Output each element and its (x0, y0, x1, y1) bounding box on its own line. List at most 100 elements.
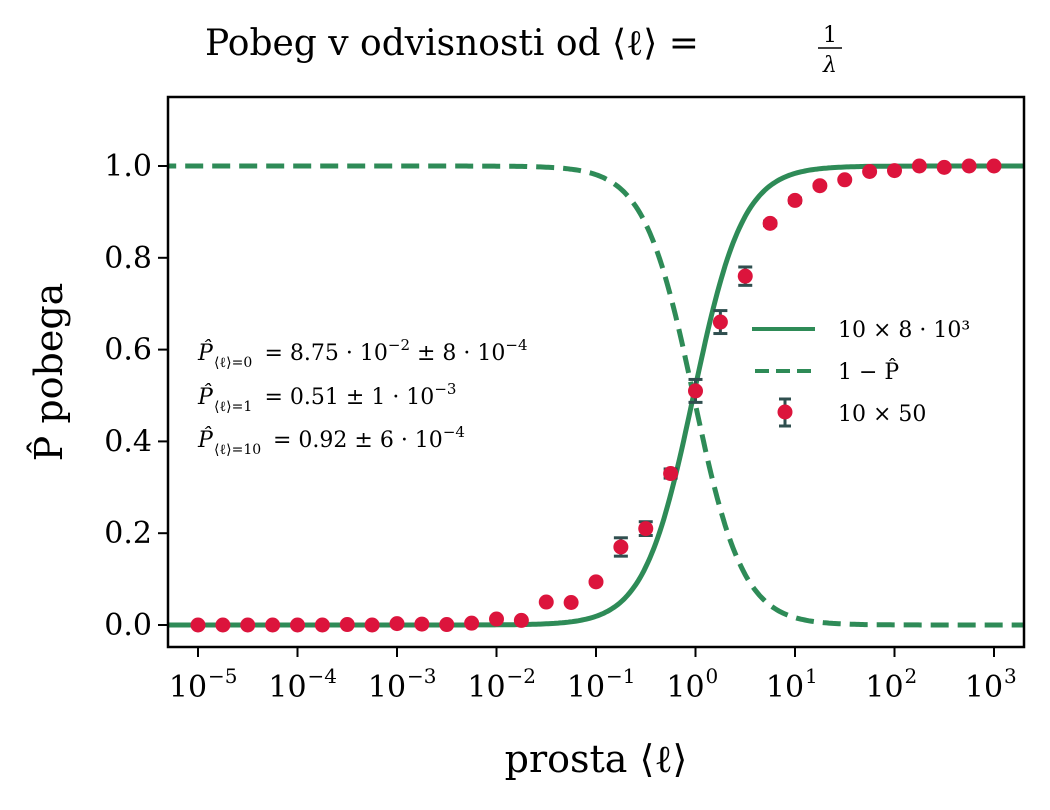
title-text: Pobeg v odvisnosti od ⟨ℓ⟩ = (205, 23, 699, 64)
x-tick-exponent: 3 (1004, 664, 1017, 688)
x-tick-label: 10 (467, 670, 505, 705)
data-point (862, 164, 878, 180)
data-marker (613, 539, 629, 555)
x-axis-label: prosta ⟨ℓ⟩ (505, 737, 688, 781)
data-point (663, 466, 679, 482)
data-marker (911, 158, 927, 174)
legend: 10 × 8 · 10³ 1 − P̂ 10 × 50 (752, 318, 970, 428)
data-marker (489, 611, 504, 627)
y-tick-label: 1.0 (104, 149, 152, 184)
data-marker (538, 594, 554, 610)
y-tick-label: 0.0 (104, 608, 152, 643)
x-tick-label: 10 (169, 670, 207, 705)
data-point (638, 520, 654, 537)
data-point (290, 617, 305, 633)
legend-label-errorbar: 10 × 50 (838, 402, 926, 427)
data-marker (762, 215, 778, 231)
data-point (887, 163, 902, 179)
data-marker (737, 268, 753, 284)
title-frac-den: λ (822, 53, 837, 78)
annotation-line: P̂ ⟨ℓ⟩=0 = 8.75 · 10−2 ± 8 · 10−4 (197, 336, 528, 371)
data-marker (364, 617, 380, 633)
y-tick-label: 0.2 (104, 516, 152, 551)
data-point (812, 178, 828, 194)
data-point (712, 309, 728, 336)
data-marker (712, 314, 728, 330)
data-marker (936, 159, 952, 175)
data-point (563, 595, 579, 611)
data-point (762, 215, 778, 231)
data-point (190, 617, 206, 633)
data-point (339, 617, 355, 633)
x-tick-exponent: −2 (507, 664, 536, 688)
x-tick-label: 10 (965, 670, 1003, 705)
x-tick-exponent: −1 (606, 664, 635, 688)
data-point (314, 617, 330, 633)
title-frac-num: 1 (823, 23, 837, 48)
y-axis-label: P̂ pobega (27, 283, 71, 462)
data-marker (986, 158, 1002, 174)
data-point (240, 617, 256, 633)
annotation-text: = 8.75 · 10−2 ± 8 · 10−4 (265, 336, 528, 366)
data-marker (837, 172, 853, 188)
annotation-symbol: P̂ (197, 384, 214, 410)
x-tick-label: 10 (368, 670, 406, 705)
x-tick-exponent: −5 (208, 664, 237, 688)
data-marker (439, 617, 455, 633)
data-marker (389, 616, 405, 632)
y-tick-label: 0.4 (104, 424, 152, 459)
data-marker (314, 617, 330, 633)
data-marker (290, 617, 305, 633)
plot-area (168, 158, 1024, 633)
annotation-symbol: P̂ (197, 340, 214, 366)
annotation-subscript: ⟨ℓ⟩=1 (214, 399, 252, 415)
data-point (265, 617, 281, 633)
data-point (414, 616, 430, 632)
data-marker (688, 383, 703, 399)
chart-title: Pobeg v odvisnosti od ⟨ℓ⟩ = 1 λ (205, 23, 842, 78)
y-tick-label: 0.8 (104, 241, 152, 276)
annotation-subscript: ⟨ℓ⟩=10 (214, 442, 261, 458)
annotation-symbol: P̂ (197, 427, 214, 453)
x-tick-exponent: 2 (905, 664, 918, 688)
legend-label-dashed: 1 − P̂ (838, 359, 899, 385)
x-tick-label: 10 (865, 670, 903, 705)
legend-errorbar-swatch (777, 397, 793, 428)
data-marker (464, 615, 480, 631)
annotation-subscript: ⟨ℓ⟩=0 (214, 355, 252, 371)
data-point (513, 612, 529, 628)
data-point (737, 265, 753, 287)
data-marker (513, 612, 529, 628)
x-tick-exponent: 0 (706, 664, 719, 688)
data-marker (887, 163, 902, 179)
data-point (538, 594, 554, 610)
data-marker (588, 574, 604, 590)
data-point (588, 574, 604, 590)
data-marker (190, 617, 206, 633)
x-tick-exponent: −4 (308, 664, 337, 688)
annotations: P̂ ⟨ℓ⟩=0 = 8.75 · 10−2 ± 8 · 10−4P̂ ⟨ℓ⟩=1 = … (197, 336, 528, 458)
data-point (464, 615, 480, 631)
data-marker (215, 617, 231, 633)
x-tick-label: 10 (766, 670, 804, 705)
data-point (961, 158, 977, 174)
series-dashed-line (168, 163, 1024, 628)
data-point (911, 158, 927, 174)
data-point (837, 172, 853, 188)
data-marker (862, 164, 878, 180)
data-point (215, 617, 231, 633)
data-point (364, 617, 380, 633)
x-tick-label: 10 (567, 670, 605, 705)
data-marker (787, 192, 803, 208)
data-point (787, 192, 803, 208)
annotation-line: P̂ ⟨ℓ⟩=10 = 0.92 ± 6 · 10−4 (197, 423, 465, 458)
data-marker (663, 466, 679, 482)
annotation-text: = 0.92 ± 6 · 10−4 (273, 423, 465, 453)
x-tick-exponent: −3 (407, 664, 436, 688)
data-point (986, 158, 1002, 174)
annotation-line: P̂ ⟨ℓ⟩=1 = 0.51 ± 1 · 10−3 (197, 380, 456, 415)
annotation-text: = 0.51 ± 1 · 10−3 (265, 380, 457, 410)
data-marker (961, 158, 977, 174)
data-marker (414, 616, 430, 632)
data-point (688, 377, 703, 404)
